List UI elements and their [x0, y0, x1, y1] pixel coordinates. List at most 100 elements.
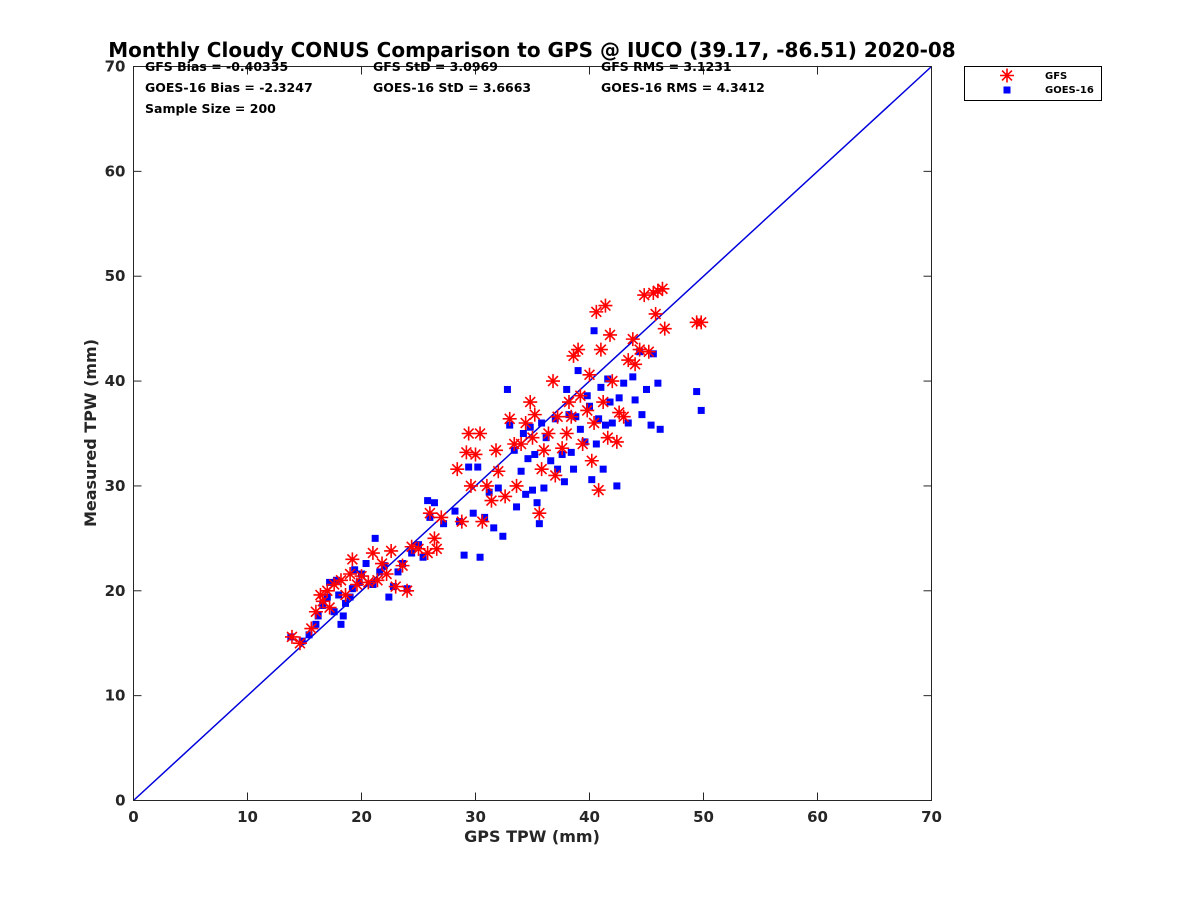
gfs-point	[616, 409, 631, 424]
goes16-point	[647, 421, 655, 429]
goes16-point	[533, 499, 541, 507]
goes16-point	[342, 599, 350, 607]
gfs-point	[536, 443, 551, 458]
gfs-point	[365, 546, 380, 561]
goes16-point	[654, 379, 662, 387]
goes16-point	[465, 463, 473, 471]
goes16-point	[476, 553, 484, 561]
gfs-point	[304, 621, 319, 636]
goes16-point	[326, 578, 334, 586]
legend-gfs-asterisk-icon	[1000, 68, 1014, 83]
gfs-point	[593, 342, 608, 357]
gfs-point	[484, 493, 499, 508]
goes16-point	[567, 448, 575, 456]
goes16-point	[362, 560, 370, 568]
goes-std-text: GOES-16 StD = 3.6663	[373, 80, 531, 95]
gfs-point	[509, 478, 524, 493]
x-tick-label: 10	[237, 808, 258, 826]
gfs-point	[475, 514, 490, 529]
goes16-point	[519, 430, 527, 437]
gfs-point	[434, 510, 449, 525]
gfs-point	[534, 462, 549, 477]
chart-title: Monthly Cloudy CONUS Comparison to GPS @…	[108, 38, 955, 62]
gfs-point	[598, 298, 613, 313]
gfs-point	[502, 411, 517, 426]
gfs-point	[561, 395, 576, 410]
goes16-point	[529, 486, 536, 494]
gfs-point	[546, 374, 561, 389]
gfs-point	[400, 583, 415, 598]
gfs-point	[345, 552, 360, 567]
gfs-point	[548, 468, 563, 483]
sample-size-text: Sample Size = 200	[145, 101, 276, 116]
gfs-point	[589, 304, 604, 319]
goes16-point	[371, 534, 379, 542]
gfs-point	[327, 577, 342, 592]
goes16-point	[697, 406, 705, 414]
goes16-point	[624, 419, 632, 427]
gfs-point	[550, 409, 565, 424]
gfs-point	[580, 403, 595, 418]
gfs-point	[422, 506, 437, 521]
goes16-point	[430, 499, 438, 507]
gfs-point	[641, 344, 656, 359]
goes16-point	[337, 620, 345, 628]
goes16-point	[376, 568, 384, 576]
goes16-point	[631, 396, 639, 404]
gfs-bias-text: GFS Bias = -0.40335	[145, 59, 288, 74]
goes16-point	[588, 476, 596, 484]
goes16-point	[590, 327, 598, 335]
gfs-point	[541, 426, 556, 441]
goes16-point	[535, 520, 543, 528]
y-tick-label: 50	[105, 267, 126, 285]
goes16-point	[524, 455, 532, 463]
gfs-point	[637, 288, 652, 303]
goes16-point	[560, 478, 568, 486]
gfs-point	[313, 587, 328, 602]
goes16-point	[346, 593, 354, 601]
goes16-point	[513, 503, 521, 511]
legend-gfs-label: GFS	[1045, 71, 1067, 82]
gfs-point	[632, 342, 647, 357]
gfs-point	[489, 443, 504, 458]
gfs-point	[463, 478, 478, 493]
gfs-point	[361, 575, 376, 590]
goes16-point	[597, 383, 605, 391]
gfs-point	[370, 573, 385, 588]
goes16-point	[613, 482, 621, 490]
y-tick-label: 30	[105, 477, 126, 495]
gfs-point	[491, 464, 506, 479]
axis-ticks: 00 10 10 20 20 30 30 40 40 50 50 60 60 70 70	[105, 58, 942, 827]
goes16-point	[424, 497, 432, 505]
gfs-point	[527, 407, 542, 422]
goes-bias-text: GOES-16 Bias = -2.3247	[145, 80, 313, 95]
gfs-point	[525, 430, 540, 445]
y-tick-label: 0	[115, 792, 125, 810]
y-tick-label: 70	[105, 58, 126, 76]
goes16-point	[608, 419, 616, 427]
gfs-point	[518, 416, 533, 431]
x-tick-label: 20	[351, 808, 372, 826]
gfs-point	[404, 539, 419, 554]
y-tick-label: 20	[105, 582, 126, 600]
goes16-point	[481, 513, 489, 521]
goes16-point	[469, 509, 477, 517]
gfs-point	[349, 577, 364, 592]
gfs-point	[584, 453, 599, 468]
gfs-point	[587, 416, 602, 431]
goes16-point	[693, 388, 701, 396]
gfs-point	[468, 447, 483, 462]
goes16-point	[542, 434, 550, 442]
gfs-point	[354, 569, 369, 584]
gfs-point	[694, 315, 709, 330]
legend-goes-label: GOES-16	[1045, 85, 1094, 96]
gfs-point	[603, 327, 618, 342]
x-tick-label: 60	[807, 808, 828, 826]
gfs-point	[605, 374, 620, 389]
goes16-point	[604, 375, 612, 383]
goes16-point	[531, 450, 539, 458]
x-tick-label: 50	[693, 808, 714, 826]
goes16-point	[540, 484, 548, 492]
goes16-point	[503, 385, 511, 393]
goes16-point	[615, 394, 623, 402]
